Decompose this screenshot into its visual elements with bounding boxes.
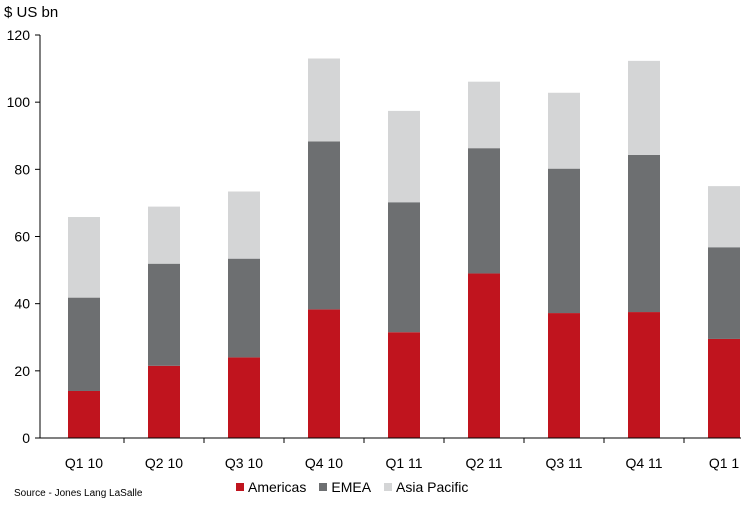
bar-americas-q4-10 — [308, 309, 340, 438]
legend-label: EMEA — [331, 479, 372, 495]
x-tick-label: Q1 1 — [709, 455, 740, 471]
y-tick-label: 80 — [14, 161, 30, 177]
legend-swatch — [384, 483, 393, 491]
bar-emea-q4-10 — [308, 141, 340, 310]
legend-swatch — [236, 483, 244, 491]
legend-item-asia-pacific: Asia Pacific — [384, 479, 468, 495]
bar-asia-pacific-q1-10 — [68, 217, 100, 298]
y-tick-label: 120 — [7, 27, 31, 43]
bar-americas-q1-1 — [708, 338, 740, 438]
bar-americas-q1-10 — [68, 390, 100, 438]
bar-emea-q3-11 — [548, 168, 580, 314]
bar-americas-q2-11 — [468, 273, 500, 438]
bar-asia-pacific-q4-11 — [628, 60, 660, 155]
y-tick-label: 100 — [7, 94, 31, 110]
bar-americas-q4-11 — [628, 312, 660, 438]
x-tick-label: Q2 10 — [145, 455, 183, 471]
bar-asia-pacific-q1-1 — [708, 186, 740, 248]
bar-americas-q3-10 — [228, 357, 260, 438]
bar-emea-q4-11 — [628, 154, 660, 313]
bar-asia-pacific-q3-11 — [548, 92, 580, 169]
legend-label: Asia Pacific — [396, 479, 469, 495]
bar-emea-q2-11 — [468, 148, 500, 274]
bar-asia-pacific-q4-10 — [308, 58, 340, 142]
bar-asia-pacific-q2-11 — [468, 81, 500, 149]
bar-americas-q1-11 — [388, 332, 420, 438]
y-tick-label: 60 — [14, 229, 30, 245]
bar-emea-q1-1 — [708, 247, 740, 339]
bar-americas-q2-10 — [148, 365, 180, 438]
bar-asia-pacific-q3-10 — [228, 191, 260, 259]
x-tick-label: Q2 11 — [465, 455, 502, 471]
legend-item-americas: Americas — [236, 479, 306, 495]
x-tick-label: Q4 10 — [305, 455, 343, 471]
legend-swatch — [319, 483, 328, 491]
bar-asia-pacific-q2-10 — [148, 206, 180, 264]
x-tick-label: Q1 10 — [65, 455, 103, 471]
x-tick-label: Q3 10 — [225, 455, 263, 471]
bar-asia-pacific-q1-11 — [388, 110, 420, 203]
source-note: Source - Jones Lang LaSalle — [14, 488, 143, 499]
legend-label: Americas — [248, 479, 307, 495]
bar-emea-q3-10 — [228, 258, 260, 358]
bar-emea-q1-10 — [68, 297, 100, 391]
bar-americas-q3-11 — [548, 313, 580, 438]
bars-layer — [68, 58, 740, 438]
bar-emea-q1-11 — [388, 202, 420, 333]
chart-legend: Americas EMEA Asia Pacific — [236, 479, 481, 495]
y-tick-label: 0 — [22, 430, 30, 446]
bar-emea-q2-10 — [148, 263, 180, 366]
x-tick-label: Q1 11 — [385, 455, 422, 471]
axes-layer: Q1 10 Q2 10 Q3 10 Q4 10 Q1 11 Q2 11 Q3 11 Q4 11… — [7, 27, 741, 471]
x-tick-label: Q3 11 — [545, 455, 582, 471]
legend-item-emea: EMEA — [319, 479, 371, 495]
y-tick-label: 20 — [14, 363, 30, 379]
x-tick-label: Q4 11 — [625, 455, 662, 471]
y-tick-label: 40 — [14, 296, 30, 312]
y-axis-unit-label: $ US bn — [4, 4, 59, 21]
